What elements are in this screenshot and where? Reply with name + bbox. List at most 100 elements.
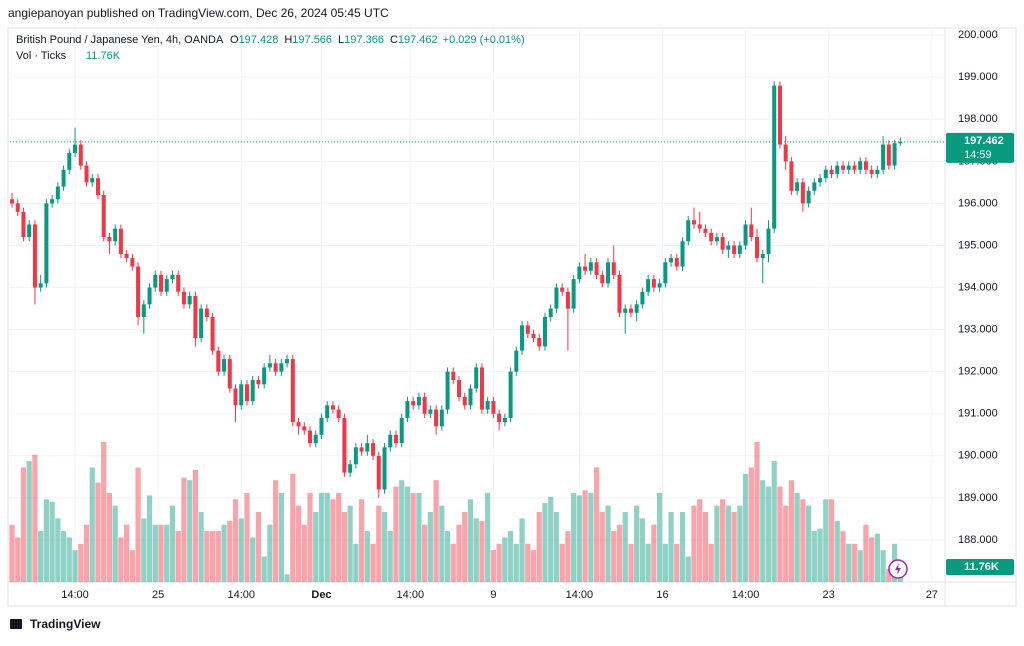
volume-legend-value: 11.76K: [86, 50, 121, 62]
volume-bar: [748, 467, 754, 582]
volume-bar: [192, 470, 199, 582]
volume-bar: [32, 454, 38, 582]
candle-body: [755, 237, 760, 259]
candle-body: [886, 144, 891, 166]
x-tick-label: Dec: [311, 589, 331, 601]
candles: [10, 81, 903, 498]
volume-bar: [467, 499, 474, 582]
ohlc-value: 197.462: [398, 34, 438, 46]
alert-icon[interactable]: [888, 559, 908, 579]
volume-bar: [685, 556, 691, 582]
volume-bar: [886, 569, 892, 582]
footer-logo: TradingView: [10, 617, 101, 631]
volume-bar: [805, 505, 812, 582]
candle-body: [308, 430, 313, 444]
ohlc-letter: H: [284, 34, 292, 46]
ohlc-letter: C: [390, 34, 398, 46]
candle-body: [359, 447, 364, 452]
volume-bar: [221, 524, 227, 582]
candle-body: [462, 396, 467, 406]
ohlc-legend: O197.428 H197.566 L197.366 C197.462 +0.029 (…: [230, 34, 525, 46]
candle-body: [130, 258, 135, 267]
candle-body: [766, 228, 771, 254]
countdown: 14:59: [964, 149, 992, 161]
y-tick-label: 200.000: [958, 29, 998, 41]
candle-body: [858, 161, 863, 170]
y-tick-label: 190.000: [958, 450, 998, 462]
candle-body: [222, 359, 227, 372]
volume-bar: [519, 518, 525, 582]
candle-body: [709, 232, 714, 242]
candle-body: [267, 363, 272, 368]
candle-body: [531, 333, 536, 339]
volume-bar: [823, 499, 829, 582]
candle-body: [583, 266, 588, 271]
volume-bar: [851, 543, 858, 582]
candle-body: [646, 279, 651, 292]
candle-body: [720, 237, 725, 250]
volume-bar: [834, 520, 840, 582]
candle-body: [313, 434, 318, 444]
candle-body: [376, 455, 381, 490]
volume-bar: [427, 512, 433, 582]
candle-body: [382, 447, 387, 490]
volume-bar: [261, 556, 267, 582]
volume-bar: [416, 492, 422, 582]
volume-bar: [244, 492, 250, 582]
candle-body: [686, 220, 691, 242]
candle-body: [181, 291, 186, 305]
volume-bar: [754, 442, 760, 582]
chart-frame: [7, 27, 1017, 607]
candle-body: [147, 287, 152, 305]
volume-bar: [656, 492, 663, 582]
volume-bar: [542, 503, 548, 582]
candle-body: [663, 262, 668, 284]
candle-body: [852, 165, 857, 170]
candle-body: [479, 367, 484, 410]
candle-body: [273, 363, 278, 372]
volume-bar: [697, 499, 703, 582]
volume-bar: [828, 499, 835, 582]
candle-body: [233, 388, 238, 406]
volume-bar: [593, 467, 600, 582]
volume-bar: [399, 480, 405, 582]
volume-bar: [106, 492, 113, 582]
candle-body: [485, 401, 490, 410]
candle-body: [67, 152, 72, 170]
candle-body: [600, 274, 605, 284]
volume-bar: [639, 518, 646, 582]
candle-body: [399, 417, 404, 444]
ohlc-letter: L: [338, 34, 344, 46]
candle-body: [336, 409, 341, 418]
y-tick-label: 193.000: [958, 324, 998, 336]
volume-bar: [284, 574, 290, 582]
volume-bar: [124, 524, 130, 582]
candle-body: [118, 228, 123, 254]
candle-body: [823, 169, 828, 179]
candle-body: [554, 287, 559, 309]
candle-body: [365, 443, 370, 452]
volume-bar: [301, 524, 307, 582]
candle-body: [388, 434, 393, 448]
candle-body: [244, 384, 249, 402]
candle-body: [325, 405, 330, 418]
volume-bar: [290, 473, 296, 582]
volume-bar: [559, 543, 565, 582]
x-tick-label: 14:00: [397, 589, 425, 601]
candle-body: [829, 169, 834, 174]
volume-bar: [525, 543, 531, 582]
volume-bar: [880, 550, 886, 582]
candle-body: [434, 409, 439, 427]
candle-body: [732, 245, 737, 254]
candle-body: [542, 316, 547, 347]
candle-body: [84, 165, 89, 183]
candle-body: [44, 203, 49, 284]
candle-body: [789, 161, 794, 191]
candle-body: [651, 279, 656, 288]
volume-bar: [869, 537, 875, 582]
ohlc-value: 197.428: [239, 34, 279, 46]
candle-body: [193, 295, 198, 339]
volume-bar: [507, 531, 514, 582]
y-tick-label: 194.000: [958, 281, 998, 293]
